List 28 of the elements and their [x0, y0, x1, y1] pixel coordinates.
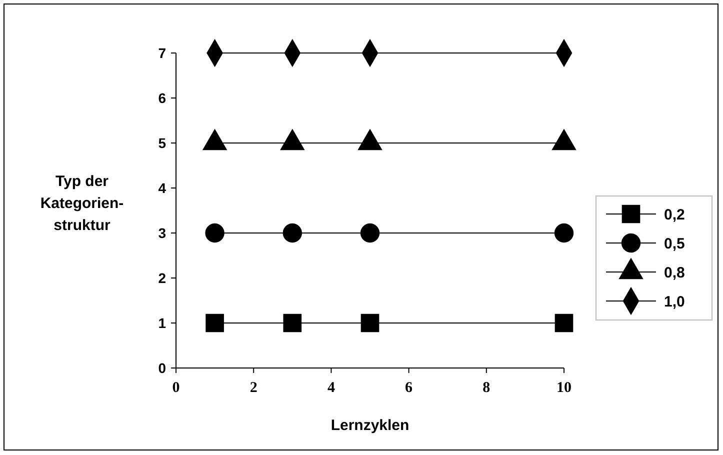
x-tick-label: 0 [172, 380, 180, 396]
point [360, 314, 380, 332]
legend-label: 1,0 [664, 293, 685, 310]
y-tick-label: 5 [158, 134, 166, 151]
y-tick-label: 7 [158, 44, 166, 61]
y-tick-label: 6 [158, 90, 166, 106]
x-tick-label: 8 [482, 380, 490, 396]
point [205, 223, 224, 243]
x-tick-label: 4 [327, 380, 336, 396]
point [206, 314, 224, 332]
x-tick-label: 10 [556, 380, 572, 396]
y-axis-title: Typ der Kategorien- struktur [40, 173, 124, 234]
y-tick-label: 2 [158, 270, 166, 286]
point [283, 314, 302, 332]
point [554, 314, 574, 332]
y-tick-label: 4 [158, 180, 166, 196]
legend-label: 0,2 [664, 206, 685, 224]
y-tick-label: 1 [158, 314, 166, 331]
legend-label: 0,8 [664, 264, 685, 282]
x-tick-label: 2 [250, 380, 258, 396]
point [282, 223, 302, 243]
x-tick-label: 6 [405, 380, 414, 396]
y-tick-label: 3 [158, 224, 166, 241]
point [554, 223, 574, 243]
y-tick-label: 0 [158, 360, 166, 376]
x-axis-title: Lernzyklen [330, 417, 410, 434]
legend-label: 0,5 [664, 235, 685, 252]
point [360, 223, 380, 243]
